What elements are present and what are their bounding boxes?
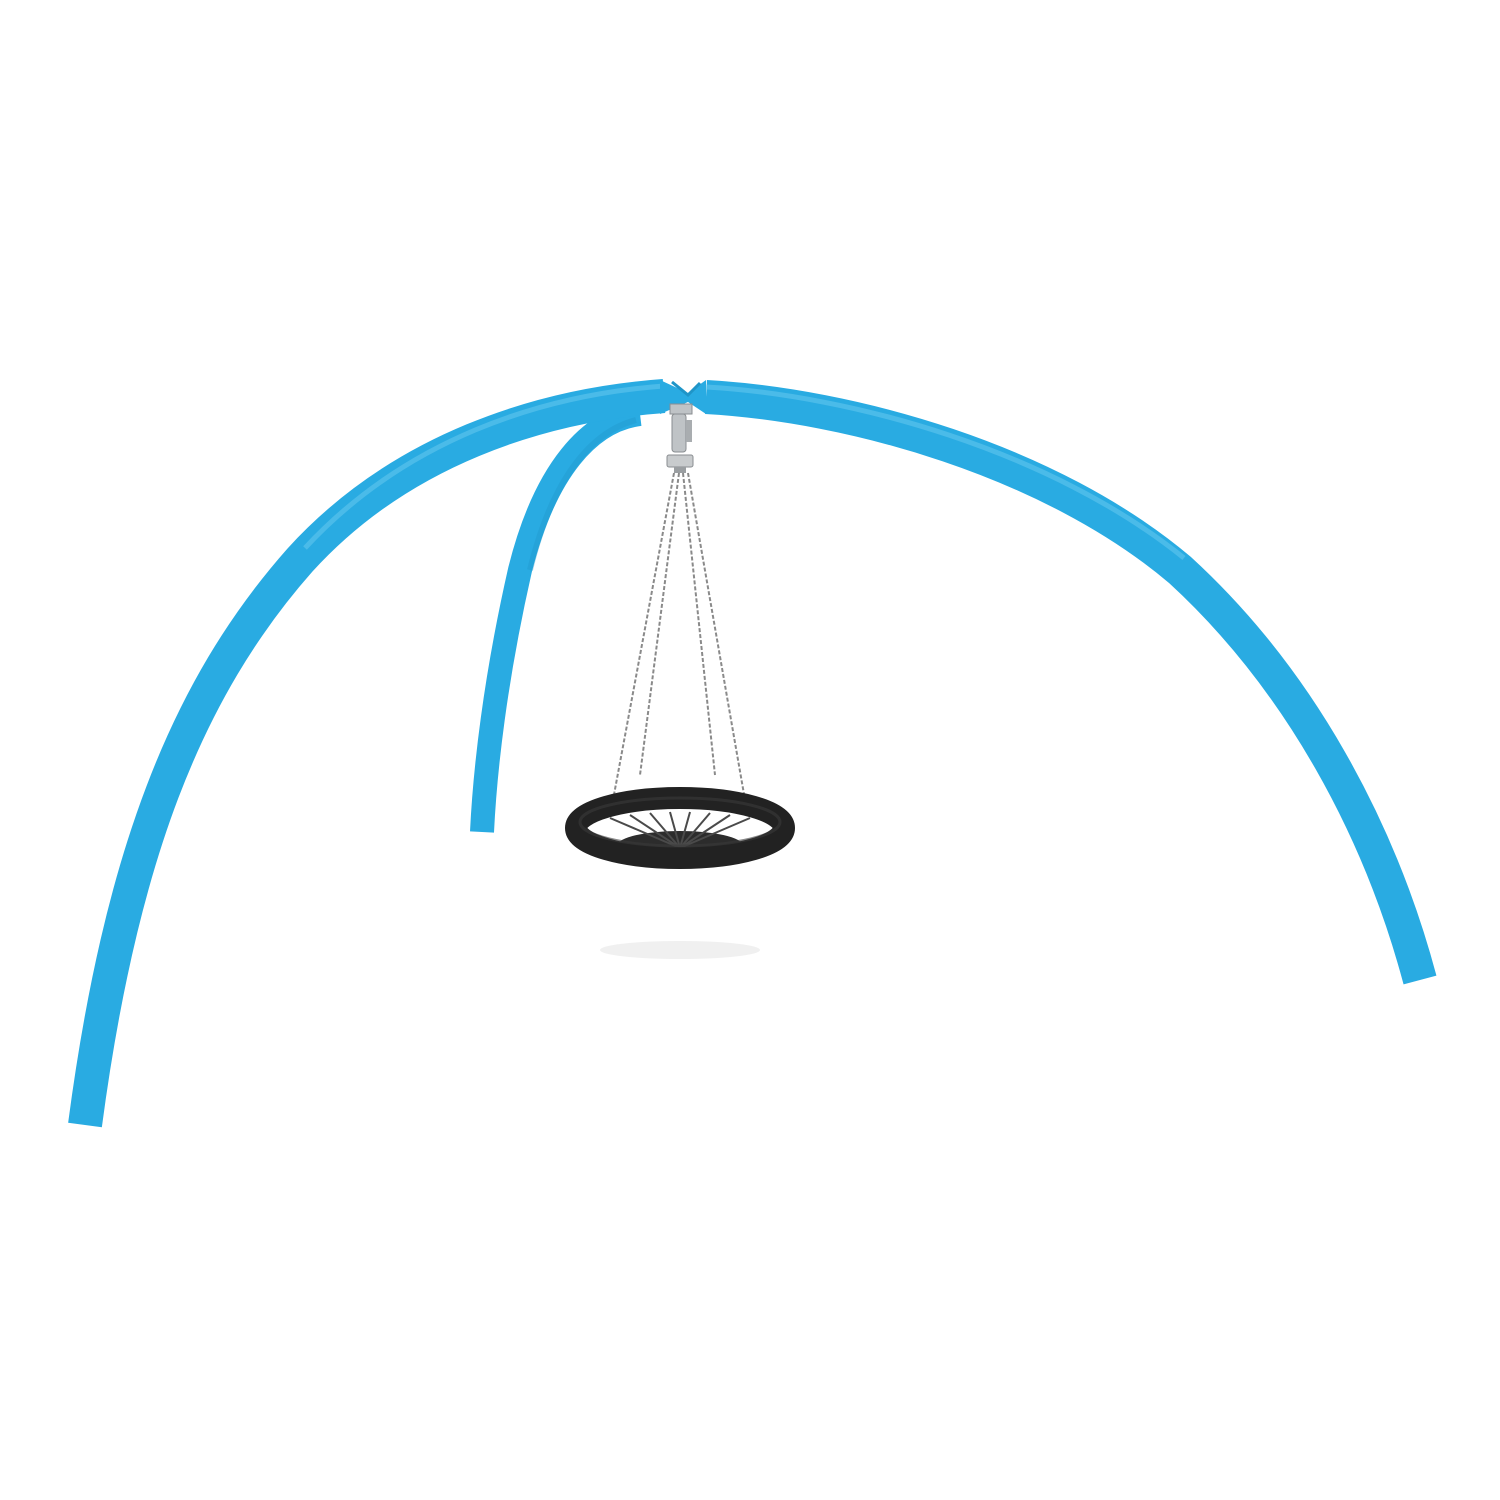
chain [612,472,675,801]
ground-shadow [600,941,760,959]
left-arch-leg [68,379,666,1128]
chain [682,472,716,776]
chain [639,472,680,776]
right-arch-leg [705,380,1437,985]
nest-seat [565,787,795,869]
chains [612,472,746,801]
swivel-bearing [666,403,694,473]
chain [687,472,746,801]
rear-arch-leg [470,402,642,833]
